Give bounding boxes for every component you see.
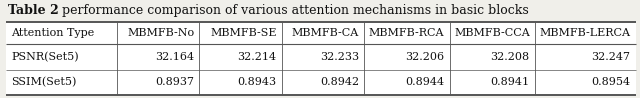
Text: MBMFB-RCA: MBMFB-RCA — [369, 28, 444, 38]
Text: 0.8941: 0.8941 — [491, 77, 530, 87]
Text: Attention Type: Attention Type — [12, 28, 95, 38]
Text: MBMFB-SE: MBMFB-SE — [210, 28, 276, 38]
Text: 32.164: 32.164 — [155, 52, 194, 62]
Text: SSIM(Set5): SSIM(Set5) — [12, 77, 77, 88]
Text: MBMFB-LERCA: MBMFB-LERCA — [540, 28, 630, 38]
Text: 32.208: 32.208 — [491, 52, 530, 62]
Text: 0.8943: 0.8943 — [237, 77, 276, 87]
Text: MBMFB-No: MBMFB-No — [127, 28, 194, 38]
Text: 32.214: 32.214 — [237, 52, 276, 62]
Text: PSNR(Set5): PSNR(Set5) — [12, 52, 79, 62]
Text: 32.247: 32.247 — [591, 52, 630, 62]
Text: 0.8954: 0.8954 — [591, 77, 630, 87]
Text: 0.8937: 0.8937 — [156, 77, 194, 87]
Text: MBMFB-CCA: MBMFB-CCA — [454, 28, 530, 38]
Text: 32.206: 32.206 — [405, 52, 444, 62]
Text: Table 2: Table 2 — [8, 4, 58, 17]
Text: 32.233: 32.233 — [320, 52, 359, 62]
Text: 0.8944: 0.8944 — [405, 77, 444, 87]
Text: MBMFB-CA: MBMFB-CA — [292, 28, 359, 38]
Text: 0.8942: 0.8942 — [320, 77, 359, 87]
Text: performance comparison of various attention mechanisms in basic blocks: performance comparison of various attent… — [58, 4, 529, 17]
Bar — [6, 22, 636, 95]
